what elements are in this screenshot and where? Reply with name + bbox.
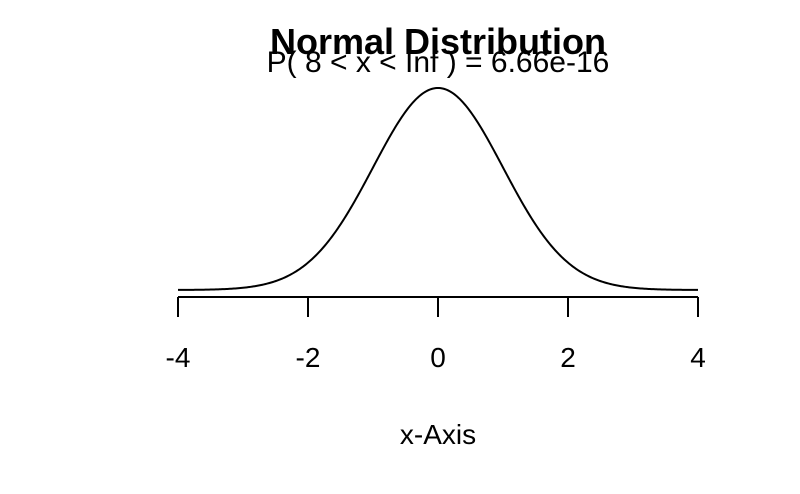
x-axis-label: x-Axis [400,419,476,450]
chart-title: Normal Distribution [270,21,606,62]
x-tick-label: 4 [690,342,706,373]
x-tick-label: -4 [166,342,191,373]
x-tick-label: -2 [296,342,321,373]
plot-area [178,86,698,291]
density-curve [178,86,698,291]
chart-subtitle: P( 8 < x < Inf ) = 6.66e-16 [267,46,610,79]
x-tick-label: 2 [560,342,576,373]
x-tick-label: 0 [430,342,446,373]
x-axis: -4 -2 0 2 4 [166,296,706,373]
